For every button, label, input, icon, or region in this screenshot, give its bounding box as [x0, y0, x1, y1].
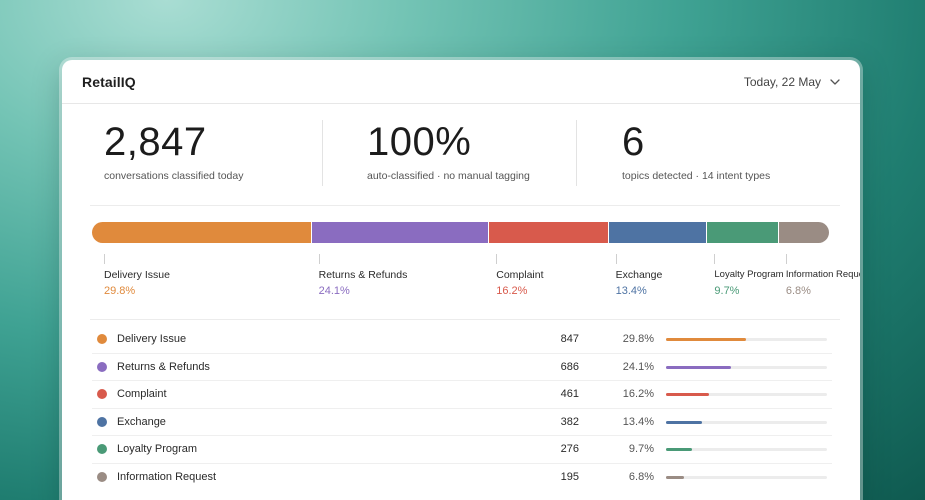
topic-name: Information Request: [117, 470, 217, 483]
topic-name: Complaint: [117, 388, 167, 401]
segment-label: Exchange: [615, 269, 663, 281]
topic-percent: 29.8%: [622, 333, 654, 345]
segment-tick: [496, 254, 498, 264]
topic-share-bar: [666, 420, 827, 424]
topic-percent: 6.8%: [628, 470, 654, 483]
topic-name: Delivery Issue: [117, 333, 187, 345]
segment-tick: [785, 254, 787, 264]
table-row[interactable]: Returns & Refunds 686 24.1%: [92, 354, 832, 382]
stat-caption: auto-classified · no manual tagging: [367, 170, 530, 182]
section-divider: [90, 205, 840, 206]
topic-percent: 16.2%: [622, 388, 654, 401]
segment-label: Loyalty Program: [714, 269, 784, 280]
segment-label: Complaint: [496, 269, 544, 281]
date-selector[interactable]: Today, 22 May: [744, 75, 840, 89]
bar-segment-exchange: [608, 222, 708, 243]
bar-segment-delivery-issue: [92, 222, 312, 243]
stat-divider: [322, 120, 323, 186]
topic-share-bar: [666, 338, 827, 341]
bar-segment-complaint: [489, 222, 609, 243]
topic-count: 686: [560, 360, 579, 373]
card-header: RetailIQ Today, 22 May: [62, 60, 860, 104]
chevron-down-icon: [830, 78, 840, 85]
topic-table: Delivery Issue 847 29.8% Returns & Refunds 6…: [92, 326, 832, 492]
topic-percent: 24.1%: [622, 360, 654, 373]
stat-caption: topics detected · 14 intent types: [622, 170, 771, 182]
segment-tick: [318, 254, 320, 264]
dot-icon: [97, 444, 107, 455]
topic-name: Returns & Refunds: [117, 360, 210, 373]
topic-name: Loyalty Program: [117, 443, 198, 456]
topic-percent: 9.7%: [628, 443, 654, 456]
table-row[interactable]: Complaint 461 16.2%: [92, 381, 832, 409]
topic-share-fill: [666, 365, 731, 369]
topic-count: 195: [560, 470, 579, 483]
topic-share-fill: [666, 448, 693, 452]
bar-segment-returns-refunds: [311, 222, 490, 243]
segment-percent: 29.8%: [104, 285, 136, 297]
table-row[interactable]: Delivery Issue 847 29.8%: [92, 326, 832, 354]
stat-divider: [576, 120, 577, 186]
date-label: Today, 22 May: [743, 74, 821, 89]
bar-segment-loyalty-program: [707, 222, 779, 243]
brand-logo: RetailIQ: [82, 73, 136, 90]
topic-count: 276: [560, 443, 579, 456]
section-divider: [90, 319, 840, 320]
bar-segment-information-request: [778, 222, 829, 243]
segment-percent: 13.4%: [615, 285, 647, 297]
topic-distribution-bar: [92, 222, 829, 243]
dot-icon: [97, 361, 107, 372]
segment-label: Information Request: [785, 269, 860, 280]
table-row[interactable]: Loyalty Program 276 9.7%: [92, 436, 832, 464]
dashboard-card: RetailIQ Today, 22 May 2,847 conversatio…: [62, 60, 860, 500]
segment-percent: 9.7%: [714, 285, 740, 297]
table-row[interactable]: Information Request 195 6.8%: [92, 464, 832, 492]
segment-tick: [615, 254, 617, 264]
topic-share-fill: [666, 475, 685, 479]
topic-share-fill: [666, 393, 710, 397]
segment-percent: 6.8%: [785, 285, 811, 297]
dot-icon: [97, 334, 107, 344]
table-row[interactable]: Exchange 382 13.4%: [92, 409, 832, 437]
topic-name: Exchange: [117, 415, 166, 428]
topic-count: 461: [560, 388, 579, 401]
stat-value: 2,847: [104, 120, 207, 164]
topic-share-bar: [666, 448, 827, 452]
topic-share-bar: [666, 365, 827, 369]
segment-label: Delivery Issue: [104, 269, 170, 281]
dot-icon: [97, 389, 107, 400]
topic-share-fill: [666, 338, 746, 341]
topic-share-bar: [666, 393, 827, 397]
topic-percent: 13.4%: [622, 415, 654, 428]
topic-count: 847: [560, 333, 579, 345]
segment-label: Returns & Refunds: [318, 269, 408, 281]
segment-tick: [104, 254, 105, 264]
dot-icon: [97, 416, 107, 427]
stat-caption: conversations classified today: [104, 170, 244, 182]
segment-percent: 24.1%: [318, 285, 350, 297]
topic-share-fill: [666, 420, 702, 424]
topic-count: 382: [560, 415, 579, 428]
topic-share-bar: [666, 475, 827, 479]
segment-tick: [714, 254, 716, 264]
segment-percent: 16.2%: [496, 285, 528, 297]
stat-value: 6: [622, 120, 645, 164]
stat-value: 100%: [367, 120, 472, 164]
dot-icon: [97, 471, 107, 482]
